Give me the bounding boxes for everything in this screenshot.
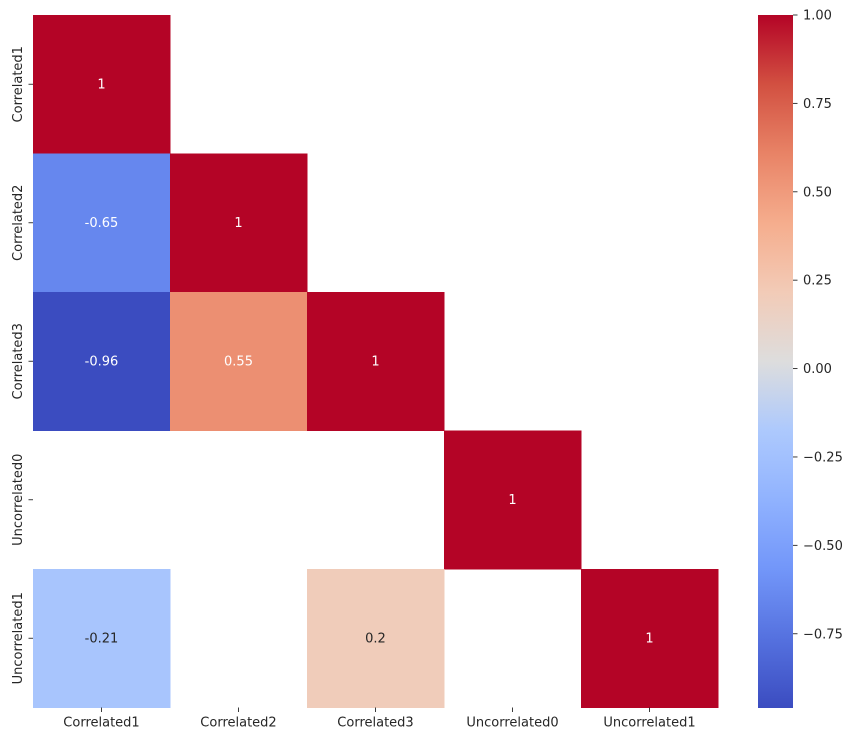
cell-annotation: 1 [508,493,516,508]
cell-annotation: 0.2 [365,631,386,646]
heatmap-cell [444,430,582,570]
x-tick-label: Correlated1 [63,716,139,731]
y-axis: Correlated1 Correlated2 Correlated3 Uncorre… [11,46,33,684]
colorbar-tick-label: 0.00 [803,362,832,377]
x-tick-label: Correlated2 [200,716,276,731]
y-tick-label: Correlated3 [11,323,26,399]
colorbar-tick-label: −0.25 [803,450,843,465]
y-tick-label: Uncorrelated1 [11,592,26,684]
heatmap-cells [33,15,719,708]
cell-annotation: -0.21 [85,631,119,646]
y-tick-label: Uncorrelated0 [11,454,26,546]
x-tick-label: Correlated3 [337,716,413,731]
colorbar-tick-label: −0.50 [803,539,843,554]
cell-annotation: 1 [371,354,379,369]
x-axis: Correlated1 Correlated2 Correlated3 Uncorre… [63,707,696,731]
colorbar-tick-label: 1.00 [803,9,832,24]
cell-annotation: -0.65 [85,216,119,231]
colorbar-tick-label: 0.25 [803,274,832,289]
colorbar-tick-label: −0.75 [803,627,843,642]
colorbar-tick-label: 0.75 [803,97,832,112]
heatmap-cell [170,292,308,431]
y-tick-label: Correlated2 [11,185,26,261]
heatmap-cell [33,153,171,293]
heatmap-cell [33,292,171,431]
colorbar: 1.00 0.75 0.50 0.25 0.00 −0.25 −0.50 −0.75 [758,9,843,708]
x-tick-label: Uncorrelated0 [466,716,558,731]
heatmap-cell [307,569,445,708]
cell-annotation: 1 [645,631,653,646]
heatmap-cell [170,153,308,293]
cell-annotations: 1 -0.65 1 -0.96 0.55 1 1 -0.21 0.2 1 [85,77,654,646]
heatmap-cell [307,292,445,431]
heatmap-cell [33,569,171,708]
colorbar-tick-label: 0.50 [803,185,832,200]
cell-annotation: -0.96 [85,354,119,369]
heatmap-cell [581,569,719,708]
y-tick-label: Correlated1 [11,46,26,122]
x-tick-label: Uncorrelated1 [603,716,695,731]
cell-annotation: 0.55 [224,354,253,369]
cell-annotation: 1 [97,77,105,92]
cell-annotation: 1 [234,216,242,231]
colorbar-gradient [758,15,793,708]
heatmap-cell [33,15,171,154]
